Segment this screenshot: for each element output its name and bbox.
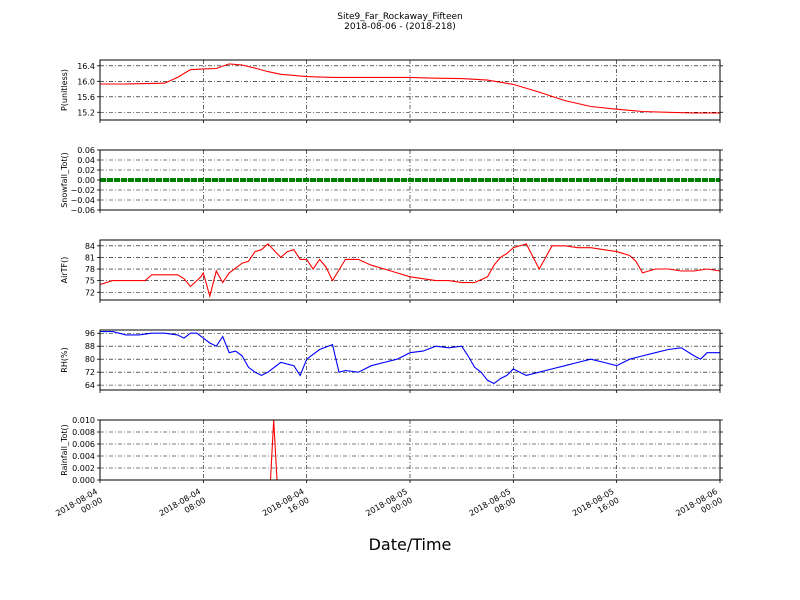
x-tick-label: 2018-08-0508:00 [468, 487, 518, 527]
y-tick-label: 96 [85, 329, 95, 338]
y-tick-label: 16.0 [77, 77, 95, 86]
x-tick-label: 2018-08-0600:00 [674, 487, 724, 527]
axes-frame [99, 419, 721, 481]
y-tick-label: 0.006 [72, 440, 95, 449]
y-tick-label: 81 [85, 253, 95, 262]
y-tick-label: 78 [85, 265, 95, 274]
y-tick-label: 0.008 [72, 428, 95, 437]
y-tick-label: 84 [85, 242, 95, 251]
y-axis-label: RH(%) [60, 347, 69, 372]
series-line [100, 63, 720, 114]
panel-3: 72 75 78 81 84 AirTF() [60, 239, 723, 303]
series-line [100, 331, 720, 385]
y-tick-label: −0.02 [70, 186, 95, 195]
y-axis-label: AirTF() [60, 257, 69, 284]
y-axis-label: Snowfall_Tot() [60, 152, 69, 208]
y-tick-label: 72 [85, 368, 95, 377]
x-tick-label: 2018-08-0516:00 [571, 487, 621, 527]
y-tick-label: 0.002 [72, 464, 95, 473]
y-tick-label: 64 [85, 381, 95, 390]
chart-title-line-1: Site9_Far_Rockaway_Fifteen [337, 12, 463, 22]
series-line [99, 243, 721, 299]
y-tick-label: 0.000 [72, 476, 95, 485]
panel-1: 15.2 15.6 16.0 16.4 P(unitless) [60, 59, 723, 123]
y-tick-label: 0.00 [77, 176, 95, 185]
x-tick-label: 2018-08-0400:00 [54, 487, 104, 527]
y-tick-label: 80 [85, 355, 95, 364]
panel-5: 0.000 0.002 0.004 0.006 0.008 0.010Rainfall_T… [60, 416, 723, 485]
y-tick-label: 72 [85, 288, 95, 297]
x-tick-label: 2018-08-0416:00 [261, 487, 311, 527]
y-tick-label: 15.6 [77, 93, 95, 102]
y-tick-label: 88 [85, 342, 95, 351]
y-tick-label: 16.4 [77, 62, 95, 71]
y-tick-label: 0.06 [77, 146, 95, 155]
axes-frame [99, 239, 721, 301]
y-tick-label: 15.2 [77, 108, 95, 117]
y-tick-label: 75 [85, 277, 95, 286]
axes-frame [99, 59, 721, 121]
axes-frame [99, 149, 721, 211]
y-tick-label: 0.04 [77, 156, 95, 165]
panel-2: −0.06−0.04−0.020.000.020.040.06 Snowfall_… [60, 146, 723, 215]
x-axis-label: Date/Time [369, 535, 452, 554]
y-axis-label: Rainfall_Tot() [60, 424, 69, 476]
y-tick-label: 0.004 [72, 452, 95, 461]
x-tick-label: 2018-08-0408:00 [158, 487, 208, 527]
panel-4: 64 72 80 88 96 RH(%) [60, 329, 723, 393]
axes-frame [99, 329, 721, 391]
y-tick-label: 0.010 [72, 416, 95, 425]
y-tick-label: −0.04 [70, 196, 95, 205]
chart-title-line-2: 2018-08-06 - (2018-218) [344, 22, 456, 32]
x-tick-label: 2018-08-0500:00 [364, 487, 414, 527]
y-tick-label: 0.02 [77, 166, 95, 175]
y-axis-label: P(unitless) [60, 69, 69, 111]
panels-group: 15.2 15.6 16.0 16.4 P(unitless) −0.06−0.04−0.… [60, 59, 723, 485]
y-tick-label: −0.06 [70, 206, 95, 215]
x-tick-labels: 2018-08-0400:00 2018-08-0408:00 2018-08-04… [54, 487, 724, 527]
